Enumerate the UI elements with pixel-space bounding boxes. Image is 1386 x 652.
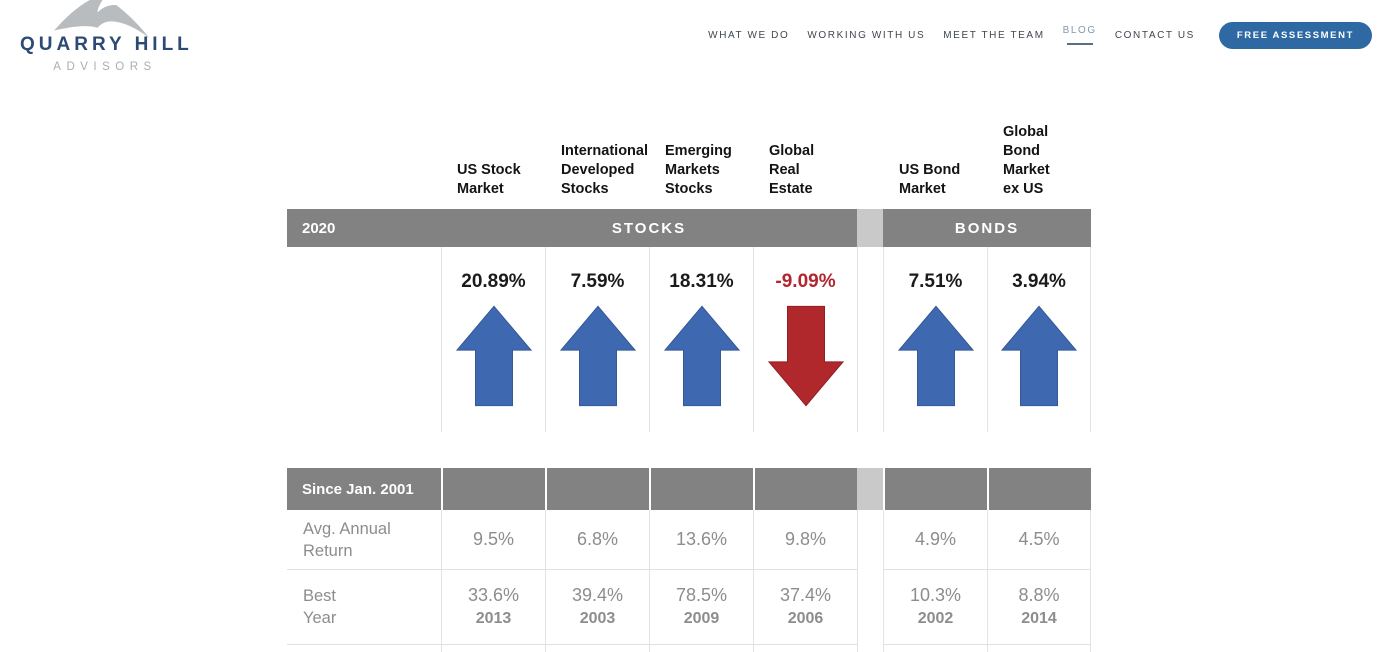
nav-item-contact-us[interactable]: CONTACT US xyxy=(1114,29,1195,41)
best-year-value: 2006 xyxy=(787,610,824,627)
best-year-value: 2013 xyxy=(475,610,512,627)
return-value: 3.94% xyxy=(1012,271,1066,292)
gap-cell xyxy=(857,118,883,209)
best-year-return: 8.8% xyxy=(1018,585,1060,605)
col-header-global-bond-market-ex-us: Global Bond Market ex US xyxy=(1003,124,1050,197)
return-cell-us-bond-market: 7.51% xyxy=(883,247,987,432)
nav-item-working-with-us[interactable]: WORKING WITH US xyxy=(807,29,926,41)
best-year-value: 2003 xyxy=(579,610,616,627)
best-year-return: 33.6% xyxy=(467,585,520,605)
bar-cell xyxy=(545,468,649,510)
section-spacer xyxy=(287,432,1091,468)
up-arrow-icon xyxy=(1001,305,1077,407)
empty-cell xyxy=(441,645,545,652)
brand-title: QUARRY HILL xyxy=(20,34,193,55)
year-label: 2020 xyxy=(287,209,441,247)
avg-return-international-developed-stocks: 6.8% xyxy=(545,510,649,570)
return-cell-international-developed-stocks: 7.59% xyxy=(545,247,649,432)
up-arrow-icon xyxy=(897,305,974,407)
up-arrow-icon xyxy=(663,305,740,407)
best-year-return: 10.3% xyxy=(909,585,962,605)
avg-return-emerging-markets-stocks: 13.6% xyxy=(649,510,753,570)
empty-cell xyxy=(287,645,441,652)
best-year-return: 39.4% xyxy=(571,585,624,605)
stocks-group-label: STOCKS xyxy=(441,209,857,247)
best-year-value: 2014 xyxy=(1021,610,1057,627)
bonds-group-label: BONDS xyxy=(883,209,1091,247)
main-nav: WHAT WE DO WORKING WITH US MEET THE TEAM… xyxy=(706,21,1372,49)
best-year-us-stock-market: 33.6% 2013 xyxy=(441,570,545,645)
empty-cell xyxy=(287,118,441,209)
return-cell-global-bond-market-ex-us: 3.94% xyxy=(987,247,1091,432)
best-year-international-developed-stocks: 39.4% 2003 xyxy=(545,570,649,645)
brand-subtitle: ADVISORS xyxy=(53,61,157,73)
return-cell-global-real-estate: -9.09% xyxy=(753,247,857,432)
col-header-us-stock-market: US Stock Market xyxy=(457,162,521,197)
empty-cell xyxy=(753,645,857,652)
since-2001-bar: Since Jan. 2001 xyxy=(287,468,1091,510)
gap-cell xyxy=(857,247,883,432)
empty-cell xyxy=(883,645,987,652)
bar-cell xyxy=(441,468,545,510)
up-arrow-icon xyxy=(559,305,636,407)
clipped-next-row xyxy=(287,645,1091,652)
down-arrow-icon xyxy=(767,305,844,407)
return-value: 20.89% xyxy=(461,271,526,292)
column-header-row: US Stock Market International Developed … xyxy=(287,118,1091,209)
empty-cell xyxy=(287,247,441,432)
best-year-global-bond-market-ex-us: 8.8% 2014 xyxy=(987,570,1091,645)
returns-2020-row: 20.89% 7.59% 18.31% -9.09% 7.51% 3.94% xyxy=(287,247,1091,432)
best-year-global-real-estate: 37.4% 2006 xyxy=(753,570,857,645)
empty-cell xyxy=(987,645,1091,652)
gap-cell xyxy=(857,510,883,570)
since-label: Since Jan. 2001 xyxy=(287,468,441,510)
row-label-best-year: Best Year xyxy=(287,570,441,645)
col-header-emerging-markets-stocks: Emerging Markets Stocks xyxy=(665,143,732,197)
nav-item-what-we-do[interactable]: WHAT WE DO xyxy=(708,29,790,41)
group-gap xyxy=(857,468,883,510)
return-value: 7.59% xyxy=(570,271,625,292)
avg-annual-return-row: Avg. Annual Return 9.5% 6.8% 13.6% 9.8% … xyxy=(287,510,1091,570)
asset-returns-table: US Stock Market International Developed … xyxy=(287,118,1091,652)
empty-cell xyxy=(649,645,753,652)
col-header-international-developed-stocks: International Developed Stocks xyxy=(561,143,649,197)
best-year-us-bond-market: 10.3% 2002 xyxy=(883,570,987,645)
up-arrow-icon xyxy=(455,305,532,407)
avg-return-global-real-estate: 9.8% xyxy=(753,510,857,570)
year-group-bar: 2020 STOCKS BONDS xyxy=(287,209,1091,247)
gap-cell xyxy=(857,645,883,652)
return-value-negative: -9.09% xyxy=(775,271,836,292)
bar-cell xyxy=(987,468,1091,510)
avg-return-global-bond-market-ex-us: 4.5% xyxy=(987,510,1091,570)
avg-return-us-bond-market: 4.9% xyxy=(883,510,987,570)
bird-icon xyxy=(54,0,150,38)
return-value: 7.51% xyxy=(908,271,963,292)
return-value: 18.31% xyxy=(669,271,734,292)
empty-cell xyxy=(545,645,649,652)
nav-item-blog[interactable]: BLOG xyxy=(1061,21,1099,49)
best-year-return: 37.4% xyxy=(779,585,832,605)
bar-cell xyxy=(883,468,987,510)
best-year-value: 2002 xyxy=(917,610,954,627)
best-year-row: Best Year 33.6% 2013 39.4% 2003 78.5% 20… xyxy=(287,570,1091,645)
col-header-us-bond-market: US Bond Market xyxy=(899,162,961,197)
best-year-value: 2009 xyxy=(683,610,720,627)
avg-return-us-stock-market: 9.5% xyxy=(441,510,545,570)
best-year-return: 78.5% xyxy=(675,585,728,605)
nav-item-meet-the-team[interactable]: MEET THE TEAM xyxy=(943,29,1045,41)
row-label-avg-annual-return: Avg. Annual Return xyxy=(287,510,441,570)
group-gap xyxy=(857,209,883,247)
best-year-emerging-markets-stocks: 78.5% 2009 xyxy=(649,570,753,645)
gap-cell xyxy=(857,570,883,645)
return-cell-emerging-markets-stocks: 18.31% xyxy=(649,247,753,432)
bar-cell xyxy=(753,468,857,510)
return-cell-us-stock-market: 20.89% xyxy=(441,247,545,432)
col-header-global-real-estate: Global Real Estate xyxy=(769,143,815,197)
bar-cell xyxy=(649,468,753,510)
brand-logo[interactable]: QUARRY HILL ADVISORS xyxy=(10,0,190,92)
free-assessment-button[interactable]: FREE ASSESSMENT xyxy=(1218,21,1372,49)
